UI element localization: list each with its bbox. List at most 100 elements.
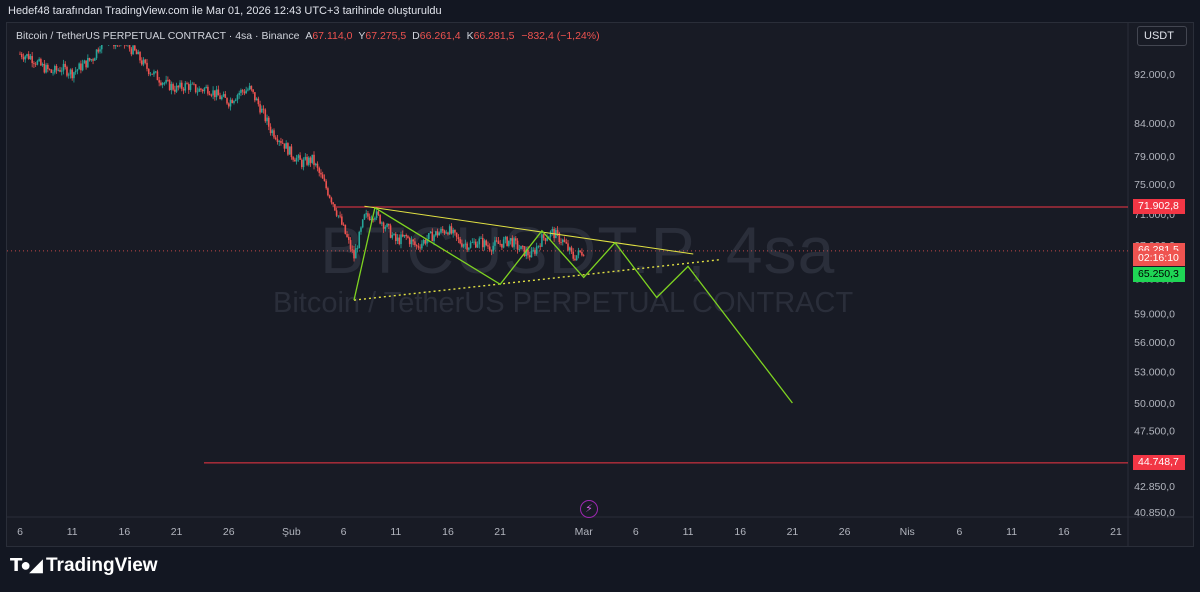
lightning-bolt-icon[interactable]: ⚡ [580, 500, 598, 518]
candle-body [92, 59, 94, 61]
price-tag-support: 65.250,3 [1133, 267, 1185, 283]
candle-body [208, 93, 211, 95]
candle-body [153, 71, 155, 75]
candle-body [384, 226, 387, 229]
candle-body [504, 236, 507, 240]
time-tick-label: 26 [839, 526, 851, 538]
candle-body [200, 88, 202, 90]
candle-body [278, 141, 281, 142]
candle-body [480, 237, 482, 239]
candle-body [47, 64, 49, 69]
candle-body [198, 88, 200, 92]
candle-body [78, 63, 80, 70]
time-tick-label: 16 [734, 526, 746, 538]
candle-body [227, 103, 230, 107]
candle-body [163, 82, 166, 84]
tradingview-logo[interactable]: 𝗧●◢ TradingView [10, 555, 158, 577]
candle-body [400, 234, 402, 245]
candle-body [74, 70, 77, 73]
candle-body [466, 243, 468, 250]
description-watermark: Bitcoin / TetherUS PERPETUAL CONTRACT [273, 287, 854, 319]
candle-body [412, 239, 414, 242]
candle-body [240, 90, 242, 93]
currency-button[interactable]: USDT [1137, 26, 1187, 46]
candle-body [560, 241, 562, 243]
candle-body [334, 204, 336, 211]
candle-body [262, 108, 265, 110]
candle-body [424, 240, 427, 244]
candle-body [294, 159, 296, 162]
candle-body [542, 234, 545, 238]
candle-body [140, 60, 143, 65]
price-tick-label: 92.000,0 [1134, 69, 1175, 81]
candle-body [462, 244, 465, 247]
candle-body [457, 237, 460, 240]
candle-body [396, 237, 399, 241]
candle-body [60, 70, 63, 72]
candle-body [238, 92, 240, 95]
candle-body [144, 59, 147, 63]
candle-body [271, 130, 274, 134]
price-tick-label: 40.850,0 [1134, 507, 1175, 519]
candle-body [189, 84, 192, 90]
candle-body [428, 233, 430, 239]
candle-body [62, 63, 65, 71]
candle-body [118, 43, 120, 44]
candle-body [80, 63, 82, 71]
candle-body [73, 72, 75, 79]
candle-body [314, 163, 317, 166]
candle-body [520, 246, 522, 250]
candle-body [551, 229, 554, 232]
candle-body [196, 91, 199, 93]
candle-body [321, 174, 324, 179]
time-tick-label: 11 [1006, 526, 1017, 538]
candle-body [59, 70, 61, 72]
candle-body [388, 223, 390, 226]
candle-body [440, 228, 442, 233]
candle-body [563, 239, 566, 242]
candle-body [471, 242, 474, 243]
candle-body [509, 238, 512, 241]
candle-body [273, 130, 275, 138]
candle-body [53, 65, 56, 73]
time-tick-label: 21 [171, 526, 183, 538]
candle-body [325, 181, 327, 189]
candle-body [546, 238, 548, 241]
price-tick-label: 47.500,0 [1134, 426, 1175, 438]
candle-body [217, 89, 220, 96]
candle-body [506, 236, 508, 246]
candle-body [582, 255, 585, 257]
candle-body [67, 74, 70, 76]
price-tag-level: 44.748,7 [1133, 455, 1185, 471]
candle-body [201, 89, 204, 92]
candle-body [177, 85, 180, 88]
candle-body [299, 155, 301, 160]
candle-body [22, 57, 25, 60]
candle-body [401, 234, 404, 237]
candle-body [410, 239, 413, 245]
candle-body [445, 232, 448, 234]
candle-body [570, 247, 573, 252]
candle-body [476, 244, 479, 248]
candle-body [226, 97, 228, 104]
candle-body [492, 245, 494, 252]
candle-body [579, 250, 581, 252]
candle-body [381, 222, 383, 224]
legend-open-value: 67.114,0 [312, 30, 353, 42]
candle-body [180, 82, 183, 89]
candle-body [281, 142, 284, 144]
candle-body [490, 250, 493, 252]
candle-body [516, 240, 519, 250]
candle-body [161, 82, 164, 86]
candle-body [527, 249, 529, 256]
candle-body [407, 236, 409, 238]
candle-body [558, 232, 561, 242]
price-tag-level: 71.902,8 [1133, 199, 1185, 215]
candle-body [243, 91, 246, 94]
candle-body [363, 214, 366, 220]
candle-body [568, 247, 571, 251]
legend-symbol[interactable]: Bitcoin / TetherUS PERPETUAL CONTRACT · … [16, 30, 300, 42]
candle-body [304, 156, 307, 160]
candle-body [113, 45, 115, 47]
